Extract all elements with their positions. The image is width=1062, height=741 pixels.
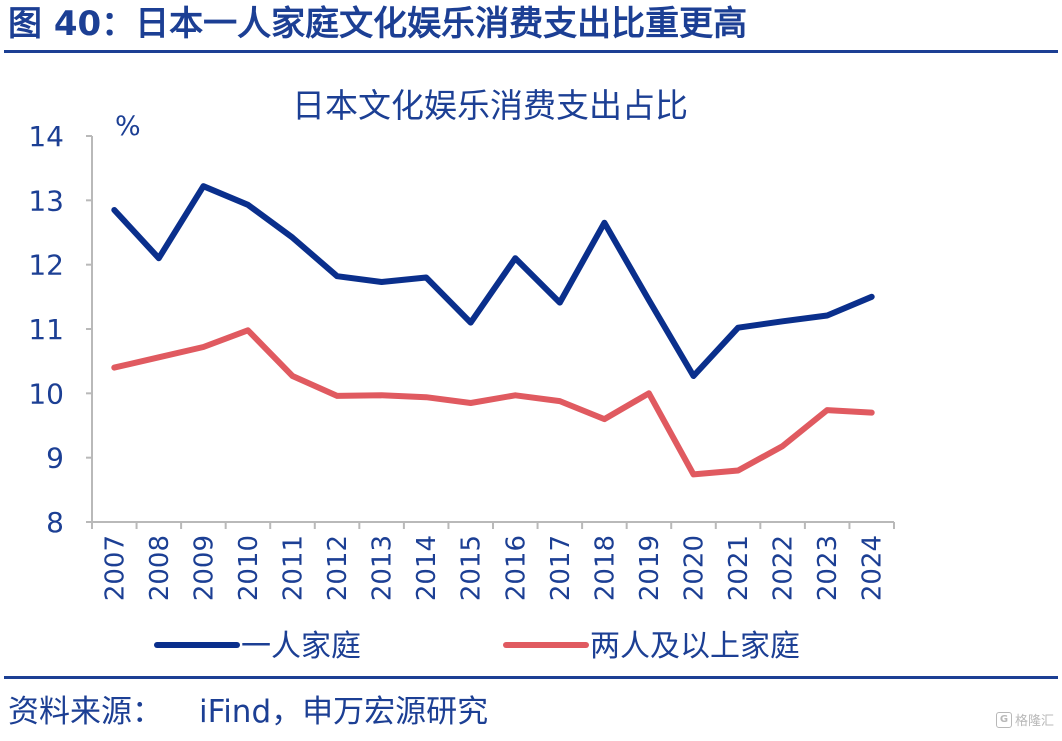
data-point xyxy=(512,392,518,398)
source-label: 资料来源： xyxy=(8,694,163,730)
data-point xyxy=(601,220,607,226)
data-point xyxy=(691,373,696,379)
x-tick-label: 2009 xyxy=(189,535,219,601)
data-point xyxy=(646,390,652,396)
data-point xyxy=(869,294,875,300)
data-point xyxy=(423,394,429,400)
legend-label-1: 一人家庭 xyxy=(241,629,361,664)
figure-title: 图 40：日本一人家庭文化娱乐消费支出比重更高 xyxy=(8,4,748,44)
x-tick-label: 2016 xyxy=(501,535,531,601)
data-point xyxy=(512,255,518,261)
data-point xyxy=(156,354,162,360)
watermark-text: 格隆汇 xyxy=(1014,714,1054,729)
data-point xyxy=(869,410,875,416)
data-point xyxy=(245,202,251,208)
x-tick-label: 2012 xyxy=(323,535,353,601)
watermark-logo-icon: G xyxy=(995,711,1012,728)
line-chart: 日本文化娱乐消费支出占比 % 14 13 12 11 10 9 8 2007 2008 2009 2… xyxy=(28,86,895,664)
data-point xyxy=(379,279,385,285)
data-point xyxy=(111,207,117,213)
y-tick-label: 11 xyxy=(28,313,64,346)
x-tick-label: 2007 xyxy=(100,535,130,601)
data-point xyxy=(111,365,117,371)
data-point xyxy=(334,393,340,399)
data-point xyxy=(824,312,830,318)
source-divider xyxy=(4,676,1058,679)
x-tick-label: 2021 xyxy=(724,535,754,601)
data-point xyxy=(735,325,741,331)
x-tick-label: 2013 xyxy=(368,535,398,601)
chart-axes: 14 13 12 11 10 9 8 2007 2008 2009 2010 2011 2012 2013… xyxy=(28,120,895,601)
source-note: 资料来源： iFind，申万宏源研究 xyxy=(8,692,488,732)
series-line-2 xyxy=(111,327,875,478)
x-tick-label: 2020 xyxy=(680,535,710,601)
x-tick-label: 2014 xyxy=(412,535,442,601)
data-point xyxy=(379,392,385,398)
chart-title: 日本文化娱乐消费支出占比 xyxy=(292,86,688,125)
watermark: G 格隆汇 xyxy=(995,710,1054,729)
x-tick-label: 2011 xyxy=(279,535,309,601)
x-tick-label: 2010 xyxy=(234,535,264,601)
x-tick-label: 2019 xyxy=(635,535,665,601)
data-point xyxy=(290,373,295,379)
x-tick-label: 2023 xyxy=(813,535,843,601)
data-point xyxy=(334,273,340,279)
y-tick-label: 13 xyxy=(28,184,64,217)
series-layer xyxy=(111,183,875,478)
data-point xyxy=(735,468,741,474)
x-tick-label: 2018 xyxy=(590,535,620,601)
source-value: iFind，申万宏源研究 xyxy=(199,694,489,730)
y-tick-label: 14 xyxy=(28,120,64,153)
x-tick-label: 2022 xyxy=(769,535,799,601)
data-point xyxy=(646,297,652,303)
data-point xyxy=(468,320,474,326)
data-point xyxy=(824,407,830,413)
data-point xyxy=(601,416,607,422)
data-point xyxy=(200,183,206,189)
data-point xyxy=(780,443,786,449)
legend-label-2: 两人及以上家庭 xyxy=(590,629,800,664)
chart-legend: 一人家庭 两人及以上家庭 xyxy=(154,629,800,664)
x-tick-label: 2015 xyxy=(457,535,487,601)
y-tick-label: 9 xyxy=(46,442,64,475)
y-axis-unit: % xyxy=(115,111,141,142)
data-point xyxy=(557,398,563,404)
data-point xyxy=(423,275,429,281)
x-tick-label: 2024 xyxy=(858,535,888,601)
data-point xyxy=(691,471,696,477)
x-tick-label: 2017 xyxy=(546,535,576,601)
y-tick-label: 8 xyxy=(46,506,64,539)
data-point xyxy=(290,235,295,241)
data-point xyxy=(468,400,474,406)
y-tick-label: 12 xyxy=(28,249,64,282)
y-tick-label: 10 xyxy=(28,377,64,410)
data-point xyxy=(557,300,563,306)
title-divider xyxy=(4,50,1058,53)
data-point xyxy=(245,327,251,333)
data-point xyxy=(156,255,162,261)
data-point xyxy=(780,318,786,324)
x-tick-label: 2008 xyxy=(145,535,175,601)
data-point xyxy=(200,344,206,350)
series-line-1 xyxy=(111,183,875,379)
